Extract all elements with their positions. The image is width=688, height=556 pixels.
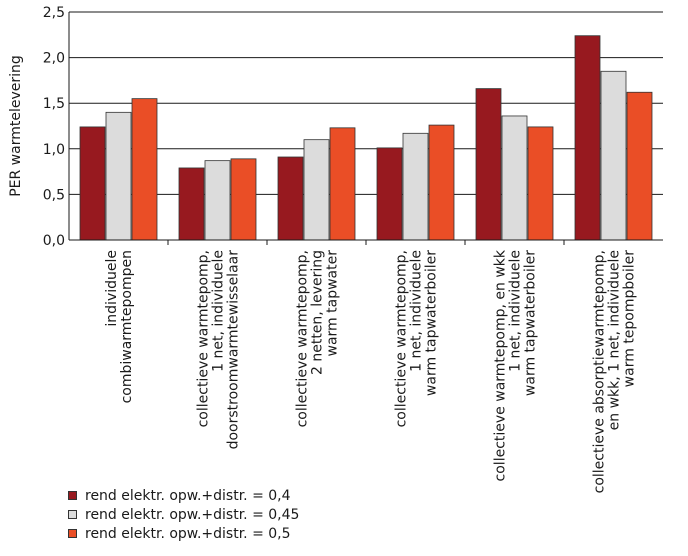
legend-swatch [68,510,77,519]
axes [68,12,663,241]
bar [204,160,231,241]
x-tick-label: 1 net, individuele [409,250,425,372]
x-tick-label: 1 net, individuele [508,250,524,372]
x-tick-label: warm tepompboiler [622,250,638,388]
x-tick-label: 2 netten, levering [310,250,326,375]
legend-label: rend elektr. opw.+distr. = 0,4 [85,487,291,504]
legend-swatch [68,529,77,538]
legend-label: rend elektr. opw.+distr. = 0,5 [85,525,291,542]
x-tick-label: collectieve warmtepomp, [295,250,311,427]
bar [626,91,653,241]
legend-item: rend elektr. opw.+distr. = 0,5 [68,524,299,543]
y-tick-label: 0,0 [43,233,65,249]
bar [131,98,158,241]
x-tick-label: collectieve absorptiewarmtepomp, [592,250,608,493]
y-tick-label: 1,5 [43,96,65,112]
bar [527,126,554,241]
x-tick-label: 1 net, individuele [211,250,227,372]
x-tick-labels: individuele combiwarmtepompen collectieve … [104,240,638,493]
bar [105,111,132,241]
gridlines [69,11,663,195]
y-tick-labels: 0,0 0,5 1,0 1,5 2,0 2,5 [43,5,65,249]
bar [79,126,106,241]
x-tick-label: collectieve warmtepomp, [394,250,410,427]
legend: rend elektr. opw.+distr. = 0,4 rend elekt… [68,486,299,543]
bar [230,158,257,241]
bar [329,127,356,241]
x-tick-label: warm tapwaterboiler [523,250,539,396]
x-tick-label: combiwarmtepompen [119,250,135,403]
y-axis-label: PER warmtelevering [8,55,24,197]
bar [376,147,403,241]
bar [402,132,429,241]
bar [303,139,330,241]
x-tick-label: doorstroomwarmtewisselaar [226,250,242,450]
bar [277,156,304,241]
y-tick-label: 1,0 [43,142,65,158]
bar [475,88,502,241]
x-tick-label: warm tapwaterboiler [424,250,440,396]
legend-label: rend elektr. opw.+distr. = 0,45 [85,506,300,523]
legend-swatch [68,491,77,500]
bar [574,35,601,241]
y-tick-label: 2,0 [43,51,65,67]
x-tick-label: individuele [104,250,120,327]
x-tick-label: collectieve warmtepomp, en wkk [493,249,509,481]
legend-item: rend elektr. opw.+distr. = 0,4 [68,486,299,505]
y-tick-label: 0,5 [43,187,65,203]
bar [428,124,455,241]
legend-item: rend elektr. opw.+distr. = 0,45 [68,505,299,524]
bar [501,115,528,241]
x-tick-label: collectieve warmtepomp, [196,250,212,427]
x-tick-label: en wkk, 1 net, individuele [607,250,623,430]
x-tick-label: warm tapwater [325,250,341,357]
bar [178,167,205,241]
y-tick-label: 2,5 [43,5,65,21]
bars [79,35,653,241]
bar [600,70,627,241]
